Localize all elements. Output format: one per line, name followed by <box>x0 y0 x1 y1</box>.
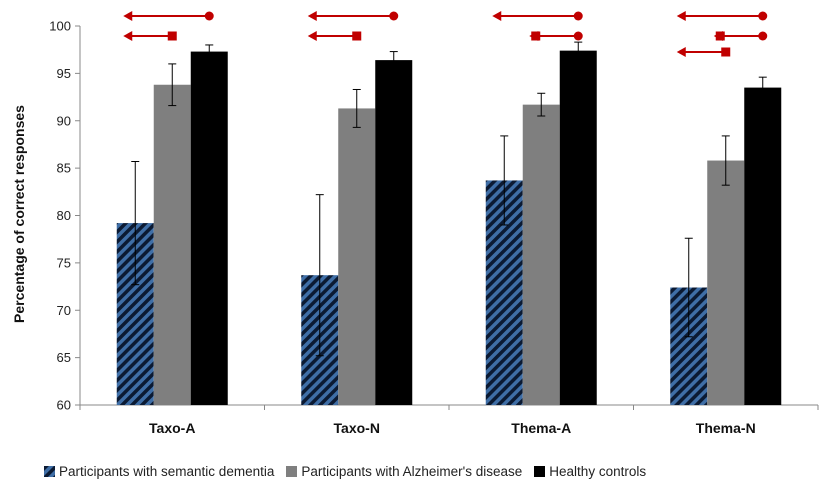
significance-square-marker <box>167 31 177 41</box>
significance-arrowhead <box>123 11 133 21</box>
significance-square-marker <box>352 31 362 41</box>
legend-label-alzheimer: Participants with Alzheimer's disease <box>301 464 523 479</box>
y-tick-label: 75 <box>57 255 71 270</box>
bar-healthy-controls <box>559 50 597 405</box>
significance-arrowhead <box>492 11 502 21</box>
significance-arrowhead <box>123 31 133 41</box>
y-tick-label: 85 <box>57 161 71 176</box>
significance-circle-marker <box>758 11 768 21</box>
legend-item-alzheimer: Participants with Alzheimer's disease <box>286 464 522 479</box>
y-axis-title: Percentage of correct responses <box>11 105 27 323</box>
y-tick-label: 80 <box>57 208 71 223</box>
y-tick-label: 95 <box>57 66 71 81</box>
legend-item-semantic-dementia: Participants with semantic dementia <box>44 464 274 479</box>
significance-circle-marker <box>573 11 583 21</box>
bar-alzheimer <box>707 160 745 405</box>
significance-square-marker <box>721 47 731 57</box>
legend-item-healthy-controls: Healthy controls <box>534 464 646 479</box>
legend-swatch-healthy-controls <box>534 466 546 477</box>
significance-arrowhead <box>676 47 686 57</box>
significance-markers <box>123 11 768 57</box>
significance-circle-marker <box>204 11 214 21</box>
significance-arrowhead <box>307 11 317 21</box>
significance-arrowhead <box>676 11 686 21</box>
x-category-label: Thema-A <box>511 420 571 436</box>
bar-alzheimer <box>522 104 560 405</box>
y-tick-label: 90 <box>57 113 71 128</box>
significance-circle-marker <box>758 31 768 41</box>
legend-label-semantic-dementia: Participants with semantic dementia <box>59 464 275 479</box>
y-tick-label: 100 <box>49 19 71 34</box>
bar-alzheimer <box>153 84 191 406</box>
x-category-label: Thema-N <box>696 420 756 436</box>
legend-swatch-alzheimer <box>286 466 298 477</box>
legend: Participants with semantic dementia Part… <box>44 464 830 479</box>
x-category-label: Taxo-N <box>334 420 380 436</box>
legend-swatch-semantic-dementia <box>44 466 55 477</box>
y-tick-label: 65 <box>57 350 71 365</box>
y-axis-title-group: Percentage of correct responses <box>11 105 27 323</box>
x-category-label: Taxo-A <box>149 420 195 436</box>
bars <box>116 41 782 406</box>
significance-arrowhead <box>307 31 317 41</box>
legend-label-healthy-controls: Healthy controls <box>549 464 647 479</box>
bar-healthy-controls <box>190 51 228 406</box>
bar-healthy-controls <box>744 87 782 406</box>
y-tick-label: 60 <box>57 398 71 413</box>
significance-circle-marker <box>389 11 399 21</box>
y-tick-label: 70 <box>57 303 71 318</box>
significance-circle-marker <box>573 31 583 41</box>
bar-healthy-controls <box>375 60 413 406</box>
bar-alzheimer <box>338 108 376 406</box>
